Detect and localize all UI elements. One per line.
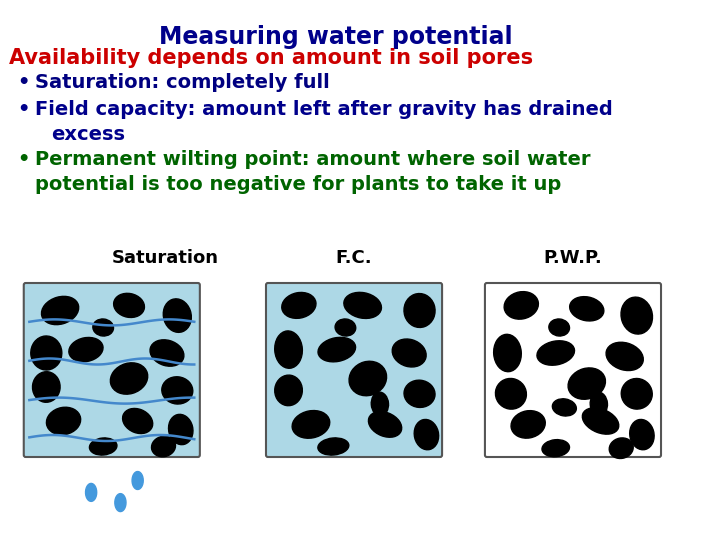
Ellipse shape (494, 334, 521, 372)
Ellipse shape (630, 420, 654, 450)
Ellipse shape (582, 408, 618, 434)
Ellipse shape (162, 377, 193, 404)
Text: •: • (17, 100, 29, 119)
Ellipse shape (495, 379, 526, 409)
Ellipse shape (537, 341, 575, 365)
Ellipse shape (42, 296, 78, 325)
FancyBboxPatch shape (24, 283, 200, 457)
Ellipse shape (570, 296, 604, 321)
Polygon shape (86, 483, 96, 501)
Ellipse shape (151, 436, 176, 457)
Ellipse shape (369, 411, 402, 437)
Ellipse shape (606, 342, 643, 370)
Polygon shape (115, 494, 126, 511)
Text: Permanent wilting point: amount where soil water: Permanent wilting point: amount where so… (35, 150, 591, 169)
Ellipse shape (372, 392, 389, 416)
FancyBboxPatch shape (485, 283, 661, 457)
Ellipse shape (511, 410, 545, 438)
Ellipse shape (282, 293, 316, 319)
Ellipse shape (344, 292, 382, 319)
Ellipse shape (404, 294, 435, 327)
Ellipse shape (549, 319, 570, 336)
Text: F.C.: F.C. (336, 249, 372, 267)
Ellipse shape (32, 372, 60, 402)
Ellipse shape (414, 420, 438, 450)
Polygon shape (132, 471, 143, 489)
Text: potential is too negative for plants to take it up: potential is too negative for plants to … (35, 175, 562, 194)
Ellipse shape (349, 361, 387, 396)
Text: Availability depends on amount in soil pores: Availability depends on amount in soil p… (9, 48, 534, 68)
Ellipse shape (392, 339, 426, 367)
Ellipse shape (69, 338, 103, 362)
Ellipse shape (621, 297, 652, 334)
Ellipse shape (93, 319, 114, 336)
Ellipse shape (89, 438, 117, 455)
Ellipse shape (542, 440, 570, 457)
Ellipse shape (552, 399, 576, 416)
Text: P.W.P.: P.W.P. (544, 249, 603, 267)
Text: Saturation: Saturation (112, 249, 219, 267)
Text: •: • (17, 73, 29, 92)
Ellipse shape (114, 293, 145, 318)
Text: Saturation: completely full: Saturation: completely full (35, 73, 330, 92)
Ellipse shape (168, 414, 193, 444)
Ellipse shape (275, 331, 302, 368)
Ellipse shape (404, 380, 435, 407)
Ellipse shape (318, 438, 348, 455)
Ellipse shape (122, 408, 153, 434)
Ellipse shape (568, 368, 606, 399)
Ellipse shape (335, 319, 356, 336)
Ellipse shape (110, 363, 148, 394)
Ellipse shape (150, 340, 184, 366)
Text: •: • (17, 150, 29, 169)
Ellipse shape (318, 338, 356, 362)
Ellipse shape (46, 407, 81, 435)
Ellipse shape (504, 292, 539, 319)
FancyBboxPatch shape (266, 283, 442, 457)
Ellipse shape (292, 410, 330, 438)
Ellipse shape (590, 392, 608, 416)
Ellipse shape (31, 336, 62, 370)
Text: Measuring water potential: Measuring water potential (158, 25, 512, 49)
Ellipse shape (275, 375, 302, 406)
Text: Field capacity: amount left after gravity has drained: Field capacity: amount left after gravit… (35, 100, 613, 119)
Ellipse shape (621, 379, 652, 409)
Ellipse shape (163, 299, 192, 332)
Text: excess: excess (51, 125, 125, 144)
Ellipse shape (609, 438, 633, 458)
